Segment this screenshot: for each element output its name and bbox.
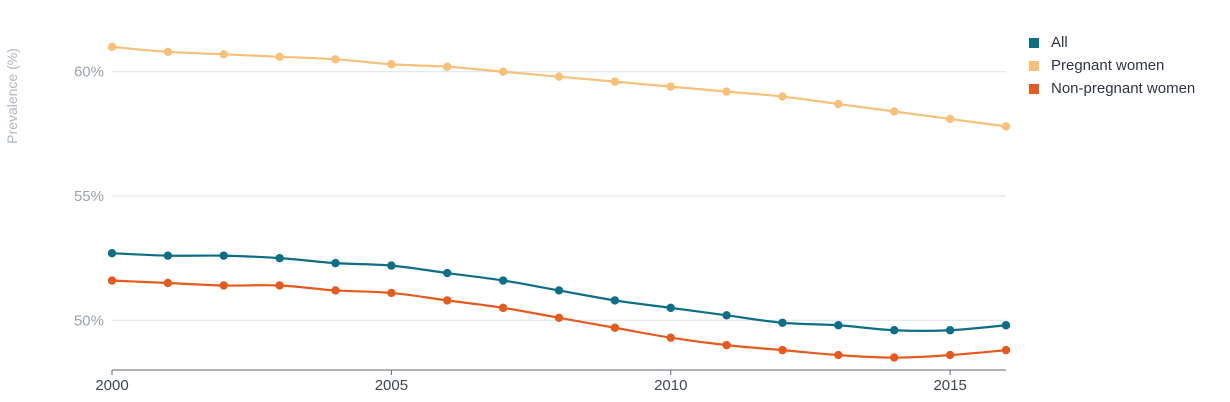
y-axis-label: Prevalence (%) [4,48,20,144]
data-point [387,288,396,298]
data-point [275,52,284,61]
data-point [554,72,564,81]
series-non-pregnant-women [107,276,1011,362]
data-point [107,42,117,52]
data-point [219,50,228,59]
data-point [834,99,843,109]
data-point [722,340,731,350]
data-point [610,323,620,332]
data-point [387,261,396,270]
data-point [722,87,731,96]
data-point [443,296,452,305]
data-point [163,278,173,288]
legend-label: Pregnant women [1051,57,1165,74]
legend: All Pregnant women Non-pregnant women [1029,31,1195,100]
data-point [890,326,899,335]
legend-swatch [1029,37,1039,48]
data-point [219,281,228,290]
y-tick-label: 50% [74,312,104,329]
data-point [945,326,955,335]
legend-item[interactable]: Pregnant women [1029,54,1195,77]
legend-swatch [1029,83,1039,94]
data-point [722,311,731,320]
data-point [666,333,675,342]
data-point [107,248,117,258]
legend-item[interactable]: Non-pregnant women [1029,77,1195,100]
data-point [778,318,787,327]
data-point [610,77,620,86]
data-point [834,321,843,330]
data-point [778,345,787,355]
data-point [1001,345,1011,355]
data-point [778,92,787,101]
data-point [107,276,117,285]
data-point [498,67,508,76]
y-tick-label: 60% [74,64,104,81]
x-tick-label: 2010 [654,377,687,394]
y-axis-ticks: 50% 55% 60% [74,64,104,330]
series-all [107,248,1011,335]
series-line [111,45,1007,128]
data-point [610,296,620,305]
data-point [945,114,955,124]
data-point [275,253,284,263]
data-point [890,353,899,362]
data-point [834,350,843,360]
data-point [331,286,340,295]
x-tick-label: 2015 [933,377,966,394]
data-point [331,258,340,268]
data-point [163,251,173,260]
data-point [666,82,675,91]
legend-label: Non-pregnant women [1051,80,1196,97]
legend-swatch [1029,60,1039,71]
data-point [443,62,452,71]
data-point [219,251,228,260]
legend-label: All [1051,34,1068,51]
data-point [443,268,452,278]
data-point [275,281,284,290]
data-point [498,276,508,285]
data-point [554,313,564,322]
x-axis-ticks: 2000 2005 2010 2015 [95,370,967,394]
data-point [163,47,173,57]
data-point [1001,122,1011,131]
series-pregnant-women [107,42,1011,131]
x-tick-label: 2005 [375,377,408,394]
y-tick-label: 55% [74,188,104,205]
data-point [666,303,675,313]
data-point [554,286,564,295]
series-group [107,42,1011,362]
x-tick-label: 2000 [95,377,128,394]
data-point [331,55,340,64]
legend-item[interactable]: All [1029,31,1195,54]
data-point [890,107,899,116]
data-point [945,350,955,360]
data-point [1001,321,1011,330]
data-point [387,60,396,69]
data-point [498,303,508,313]
